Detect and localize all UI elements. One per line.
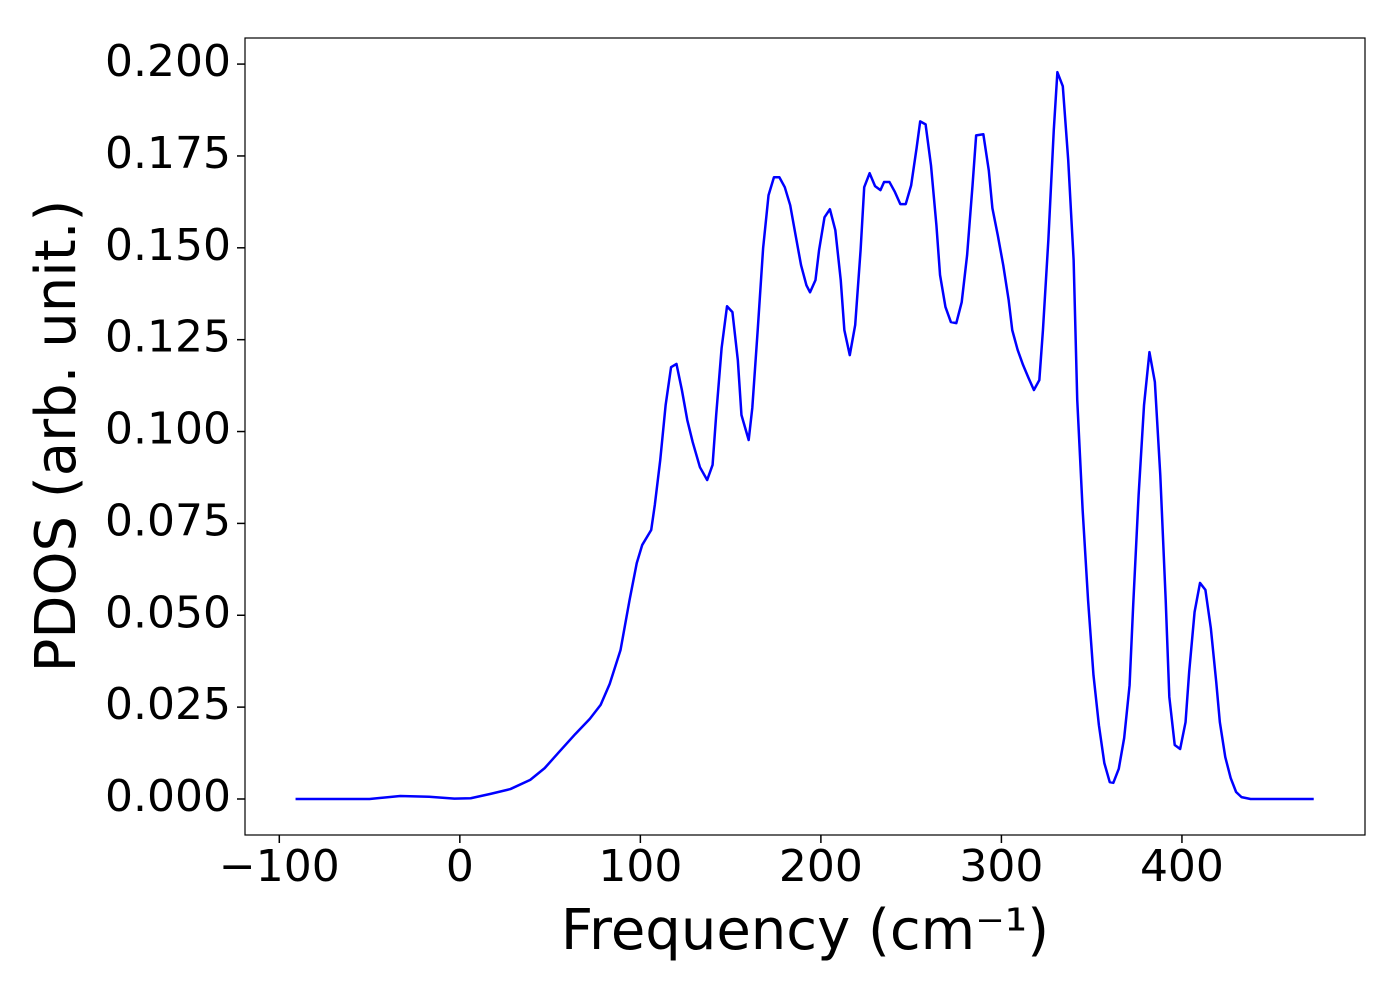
x-tick-label: 300 [959, 841, 1043, 892]
y-axis-label: PDOS (arb. unit.) [24, 200, 89, 673]
x-tick-label: −100 [219, 841, 340, 892]
y-tick-label: 0.075 [105, 495, 231, 546]
plot-frame [244, 37, 1366, 836]
y-tick-label: 0.200 [105, 36, 231, 87]
x-tick-label: 100 [598, 841, 682, 892]
y-tick-label: 0.125 [105, 312, 231, 363]
y-tick-label: 0.000 [105, 771, 231, 822]
y-tick-label: 0.050 [105, 587, 231, 638]
y-tick-label: 0.025 [105, 679, 231, 730]
x-tick-label: 200 [779, 841, 863, 892]
x-axis-label: Frequency (cm⁻¹) [561, 898, 1049, 963]
y-tick-label: 0.150 [105, 220, 231, 271]
y-tick-label: 0.100 [105, 404, 231, 455]
y-tick-label: 0.175 [105, 128, 231, 179]
x-tick-label: 0 [446, 841, 474, 892]
pdos-line [295, 70, 1314, 801]
x-tick-label: 400 [1140, 841, 1224, 892]
